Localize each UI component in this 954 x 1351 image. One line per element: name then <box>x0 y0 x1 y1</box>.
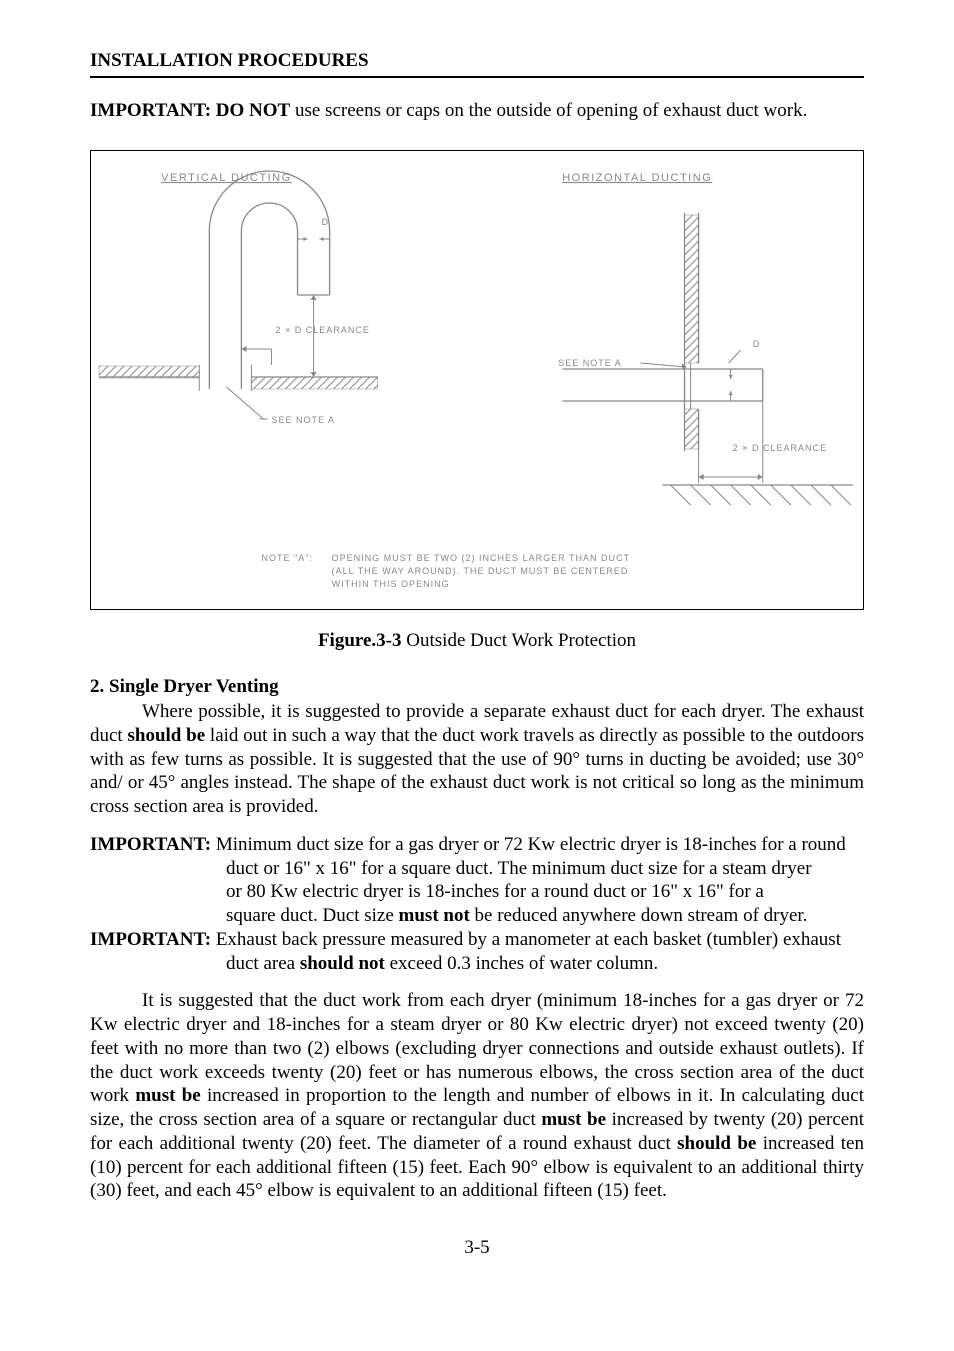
clearance-left: 2 × D CLEARANCE <box>275 325 369 335</box>
note-line3: WITHIN THIS OPENING <box>332 579 450 589</box>
intro-line: IMPORTANT: DO NOT use screens or caps on… <box>90 100 864 122</box>
section-2-para2: It is suggested that the duct work from … <box>90 989 864 1203</box>
vertical-ducting-label: VERTICAL DUCTING <box>161 172 292 184</box>
clearance-right: 2 × D CLEARANCE <box>733 443 827 453</box>
note-prefix: NOTE "A": <box>261 553 312 563</box>
figure-caption-rest: Outside Duct Work Protection <box>402 630 637 651</box>
note-line2: (ALL THE WAY AROUND). THE DUCT MUST BE C… <box>332 566 629 576</box>
see-note-a-right: SEE NOTE A <box>558 358 622 368</box>
d-label-left: D <box>322 217 330 227</box>
figure-caption: Figure.3-3 Outside Duct Work Protection <box>90 630 864 652</box>
intro-strong: IMPORTANT: DO NOT <box>90 100 290 121</box>
figure-box: VERTICAL DUCTING HORIZONTAL DUCTING NOTE… <box>90 150 864 610</box>
see-note-a-left: SEE NOTE A <box>271 415 335 425</box>
intro-rest: use screens or caps on the outside of op… <box>290 100 807 121</box>
note-line1: OPENING MUST BE TWO (2) INCHES LARGER TH… <box>332 553 630 563</box>
horizontal-ducting-label: HORIZONTAL DUCTING <box>562 172 712 184</box>
section-2-heading: 2. Single Dryer Venting <box>90 676 864 698</box>
page-number: 3-5 <box>90 1237 864 1259</box>
section-2-para1: Where possible, it is suggested to provi… <box>90 700 864 819</box>
important-block-1: IMPORTANT: Minimum duct size for a gas d… <box>90 833 864 976</box>
page-header: INSTALLATION PROCEDURES <box>90 50 864 78</box>
figure-caption-bold: Figure.3-3 <box>318 630 402 651</box>
d-label-right: D <box>753 339 761 349</box>
